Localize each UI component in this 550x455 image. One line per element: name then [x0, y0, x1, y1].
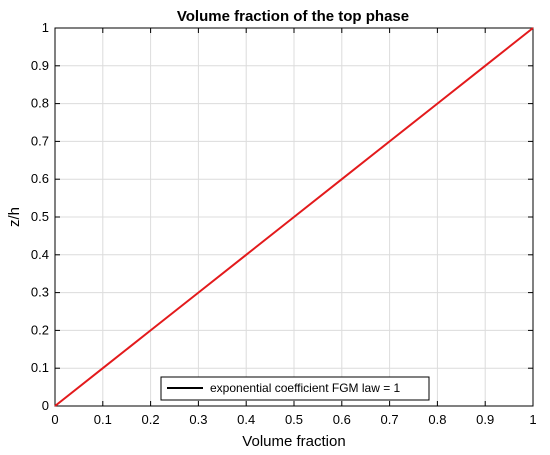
x-tick-label: 0.8 — [428, 412, 446, 427]
y-tick-label: 0.9 — [31, 58, 49, 73]
y-tick-label: 1 — [42, 20, 49, 35]
x-tick-label: 0.3 — [189, 412, 207, 427]
legend-box — [160, 376, 430, 401]
x-tick-label: 0.2 — [142, 412, 160, 427]
series-group — [54, 27, 534, 407]
x-tick-label: 0.7 — [381, 412, 399, 427]
y-tick-label: 0.4 — [31, 247, 49, 262]
y-tick-label: 0.2 — [31, 322, 49, 337]
y-tick-label: 0.5 — [31, 209, 49, 224]
y-axis-label: z/h — [6, 207, 23, 227]
x-tick-label: 0.1 — [94, 412, 112, 427]
axis-ticks: 0 0.1 0.2 0.3 0.4 0.5 0.6 0.7 0.8 0.9 1 0 0.1 0.2 0.3 0… — [31, 20, 537, 427]
series-line — [54, 27, 534, 407]
y-tick-label: 0.7 — [31, 133, 49, 148]
y-tick-label: 0 — [42, 398, 49, 413]
x-axis-label: Volume fraction — [242, 433, 345, 450]
y-tick-label: 0.8 — [31, 96, 49, 111]
y-tick-label: 0.1 — [31, 360, 49, 375]
legend: exponential coefficient FGM law = 1 — [160, 376, 430, 401]
x-tick-label: 0.4 — [237, 412, 255, 427]
x-tick-label: 1 — [529, 412, 536, 427]
y-tick-label: 0.6 — [31, 171, 49, 186]
x-tick-label: 0.6 — [333, 412, 351, 427]
x-tick-label: 0 — [51, 412, 58, 427]
x-tick-label: 0.9 — [476, 412, 494, 427]
chart-title: Volume fraction of the top phase — [177, 8, 409, 25]
y-tick-label: 0.3 — [31, 285, 49, 300]
legend-entry: exponential coefficient FGM law = 1 — [210, 381, 401, 395]
x-tick-label: 0.5 — [285, 412, 303, 427]
